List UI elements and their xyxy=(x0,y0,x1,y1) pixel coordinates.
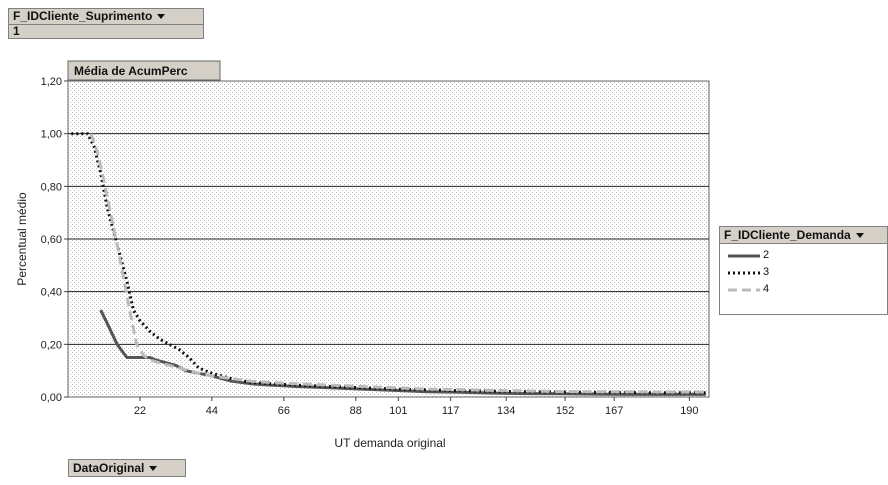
chevron-down-icon[interactable] xyxy=(855,233,864,239)
x-tick-label: 44 xyxy=(206,405,218,417)
x-tick-label: 101 xyxy=(389,405,407,417)
legend-swatch xyxy=(728,254,760,258)
chart-title-box xyxy=(67,60,221,81)
series-line-4 xyxy=(89,133,706,394)
legend-item: 2 xyxy=(720,247,887,264)
legend-item-label: 3 xyxy=(763,266,770,278)
x-tick-label: 88 xyxy=(350,405,362,417)
legend-swatch xyxy=(728,288,760,292)
y-axis-label: Percentual médio xyxy=(15,192,29,286)
legend-swatch xyxy=(728,271,760,275)
chevron-down-icon[interactable] xyxy=(157,14,166,20)
legend: F_IDCliente_Demanda 2 3 4 xyxy=(719,226,888,315)
x-tick-label: 190 xyxy=(680,405,698,417)
x-tick-label: 22 xyxy=(134,405,146,417)
filter-field-value: 1 xyxy=(8,25,204,39)
legend-title: F_IDCliente_Demanda xyxy=(724,228,851,242)
y-tick-label: 0,60 xyxy=(41,234,62,246)
y-tick-label: 0,20 xyxy=(41,339,62,351)
legend-field-button[interactable]: F_IDCliente_Demanda xyxy=(720,227,887,244)
category-field-button[interactable]: DataOriginal xyxy=(68,459,186,477)
x-tick-label: 167 xyxy=(605,405,623,417)
chart-title: Média de AcumPerc xyxy=(74,64,188,78)
legend-item-label: 2 xyxy=(763,249,770,261)
legend-item-label: 4 xyxy=(763,283,770,295)
filter-field-label: F_IDCliente_Suprimento xyxy=(13,9,153,23)
x-axis-label: UT demanda original xyxy=(334,436,445,450)
legend-item: 3 xyxy=(720,264,887,281)
filter-field-button[interactable]: F_IDCliente_Suprimento xyxy=(8,8,204,25)
category-field-label: DataOriginal xyxy=(73,461,145,475)
x-tick-label: 152 xyxy=(556,405,574,417)
y-tick-label: 1,00 xyxy=(41,129,62,141)
chevron-down-icon[interactable] xyxy=(149,466,158,472)
x-tick-label: 66 xyxy=(278,405,290,417)
y-tick-label: 0,00 xyxy=(41,392,62,404)
y-tick-label: 0,80 xyxy=(41,181,62,193)
legend-item: 4 xyxy=(720,281,887,298)
x-tick-label: 134 xyxy=(497,405,515,417)
x-tick-label: 117 xyxy=(442,405,460,417)
y-tick-label: 0,40 xyxy=(41,287,62,299)
y-tick-label: 1,20 xyxy=(41,76,62,88)
